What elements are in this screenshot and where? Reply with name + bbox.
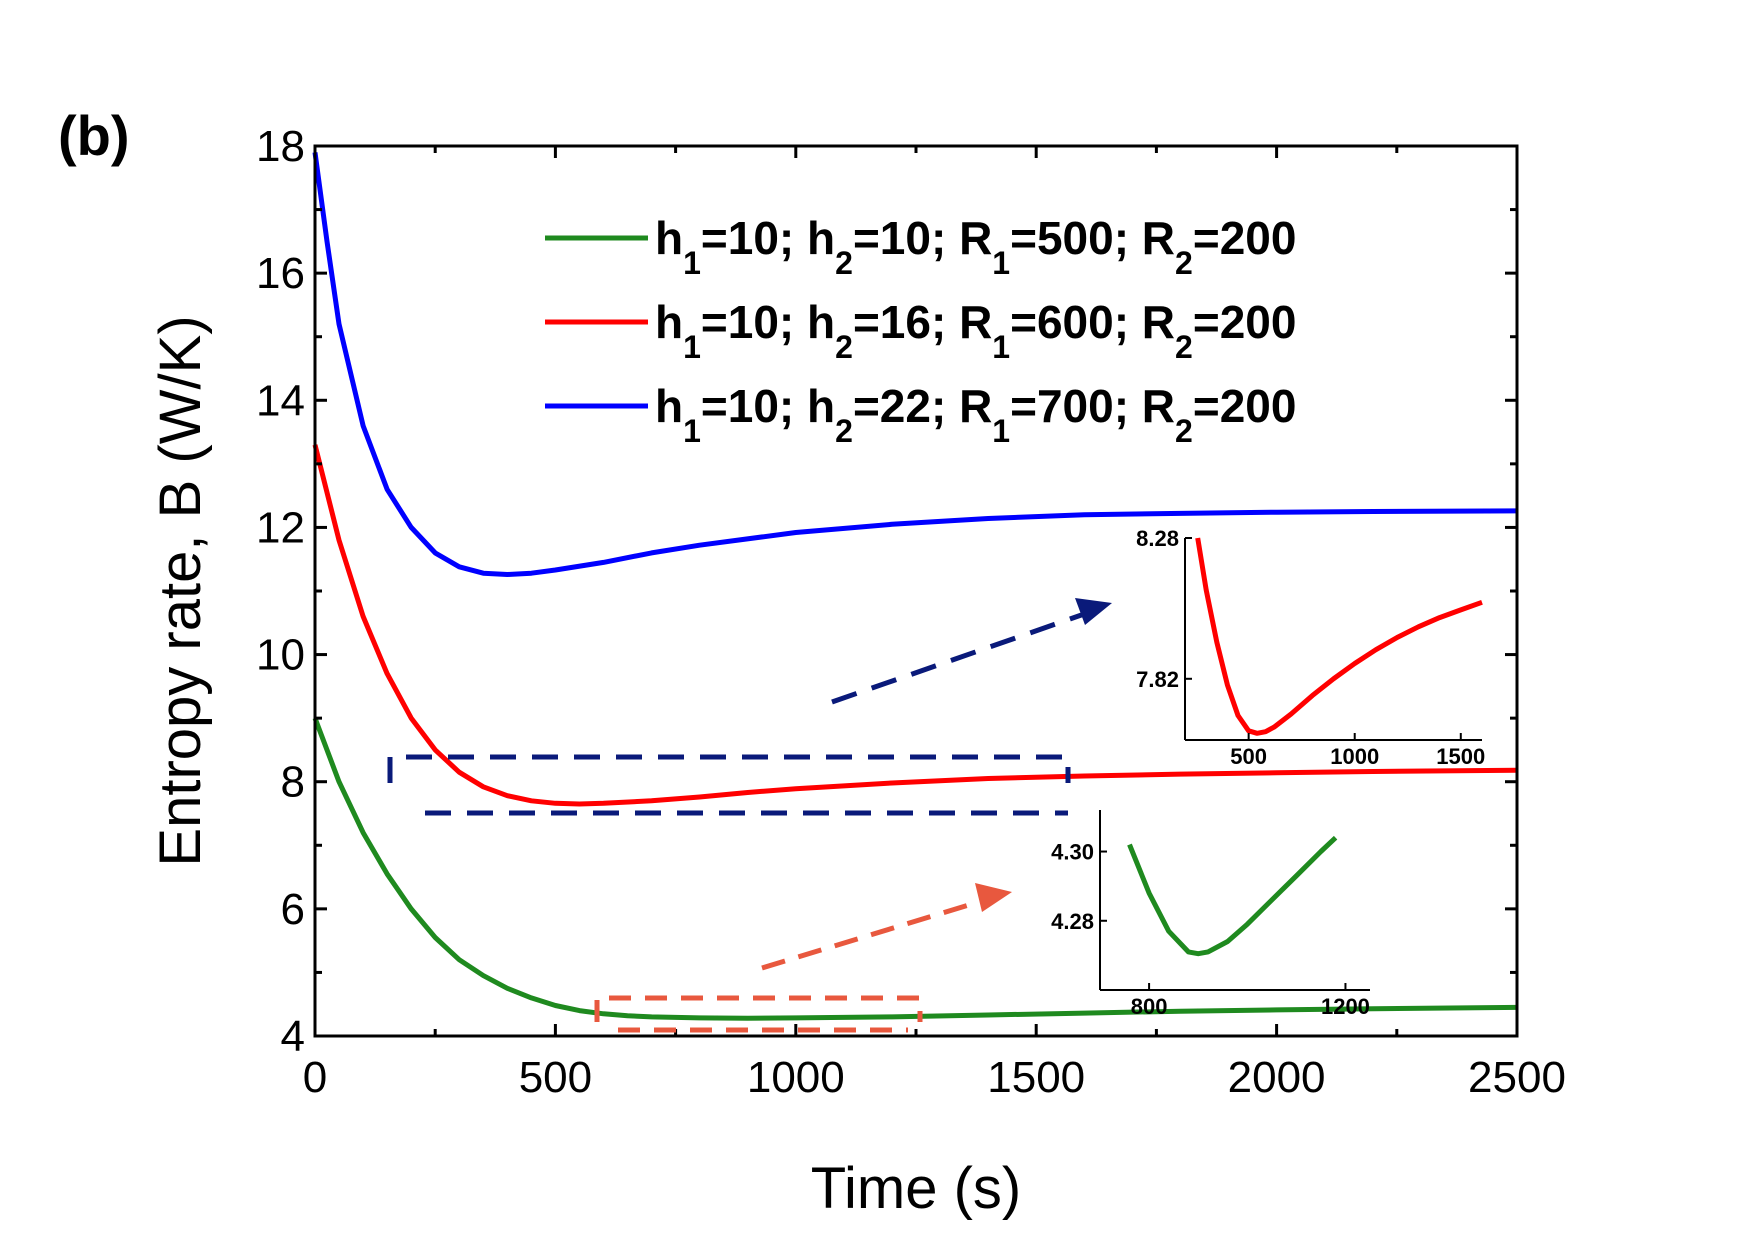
y-axis-title: Entropy rate, B (W/K)	[148, 315, 213, 866]
plot-frame	[313, 144, 1519, 1038]
zoom-box-green-curve	[594, 995, 923, 1033]
inset-y-tick-label: 4.30	[1051, 840, 1094, 865]
inset-y-tick-label: 7.82	[1136, 667, 1179, 692]
x-tick-label: 500	[519, 1053, 592, 1102]
series-line-0	[312, 717, 1518, 1021]
zoom-arrow-green-curve	[761, 897, 986, 971]
zoom-arrowhead-green-curve	[975, 883, 1012, 912]
y-tick-label: 10	[256, 631, 305, 680]
legend-label-1: h1=10; h2=16; R1=600; R2=200	[655, 296, 1296, 365]
inset-x-tick-label: 500	[1230, 744, 1267, 769]
x-tick-label: 1000	[747, 1053, 845, 1102]
y-tick-label: 6	[281, 885, 305, 934]
panel-label: (b)	[58, 104, 130, 167]
x-axis-title: Time (s)	[811, 1156, 1021, 1221]
y-tick-label: 4	[281, 1012, 305, 1061]
legend-label-0: h1=10; h2=10; R1=500; R2=200	[655, 212, 1296, 281]
data-curves	[312, 152, 1518, 1021]
inset-x-tick-label: 800	[1131, 994, 1168, 1019]
zoom-arrow-red-curve	[831, 609, 1091, 705]
zoom-box-red-curve	[387, 754, 1071, 816]
y-tick-label: 8	[281, 758, 305, 807]
y-tick-label: 12	[256, 503, 305, 552]
axis-ticks	[313, 144, 1519, 1038]
inset-y-tick-label: 4.28	[1051, 909, 1094, 934]
inset-curve	[1195, 537, 1483, 736]
inset-green-minimum: 800 1200 4.30 4.28	[1051, 810, 1370, 1019]
inset-x-tick-label: 1000	[1330, 744, 1379, 769]
y-tick-label: 18	[256, 122, 305, 171]
inset-y-tick-label: 8.28	[1136, 526, 1179, 551]
zoom-annotations	[387, 598, 1112, 1033]
zoom-arrowhead-red-curve	[1075, 598, 1112, 625]
x-tick-label: 0	[303, 1053, 327, 1102]
inset-x-tick-label: 1200	[1321, 994, 1370, 1019]
inset-x-tick-label: 1500	[1436, 744, 1485, 769]
x-tick-label: 1500	[987, 1053, 1085, 1102]
legend: h1=10; h2=10; R1=500; R2=200 h1=10; h2=16…	[545, 212, 1296, 449]
inset-curve	[1127, 835, 1338, 957]
series-line-2	[312, 152, 1518, 577]
y-tick-label: 16	[256, 249, 305, 298]
main-plot: 0 500 1000 1500 2000 2500 4 6 8 10 12 14 16 18 Time (…	[148, 122, 1566, 1221]
x-tick-label: 2000	[1228, 1053, 1326, 1102]
legend-label-2: h1=10; h2=22; R1=700; R2=200	[655, 380, 1296, 449]
y-tick-label: 14	[256, 376, 305, 425]
axis-tick-labels: 0 500 1000 1500 2000 2500 4 6 8 10 12 14 16 18	[256, 122, 1566, 1102]
series-line-1	[312, 444, 1518, 807]
inset-red-minimum: 500 1000 1500 8.28 7.82	[1136, 526, 1485, 769]
x-tick-label: 2500	[1468, 1053, 1566, 1102]
